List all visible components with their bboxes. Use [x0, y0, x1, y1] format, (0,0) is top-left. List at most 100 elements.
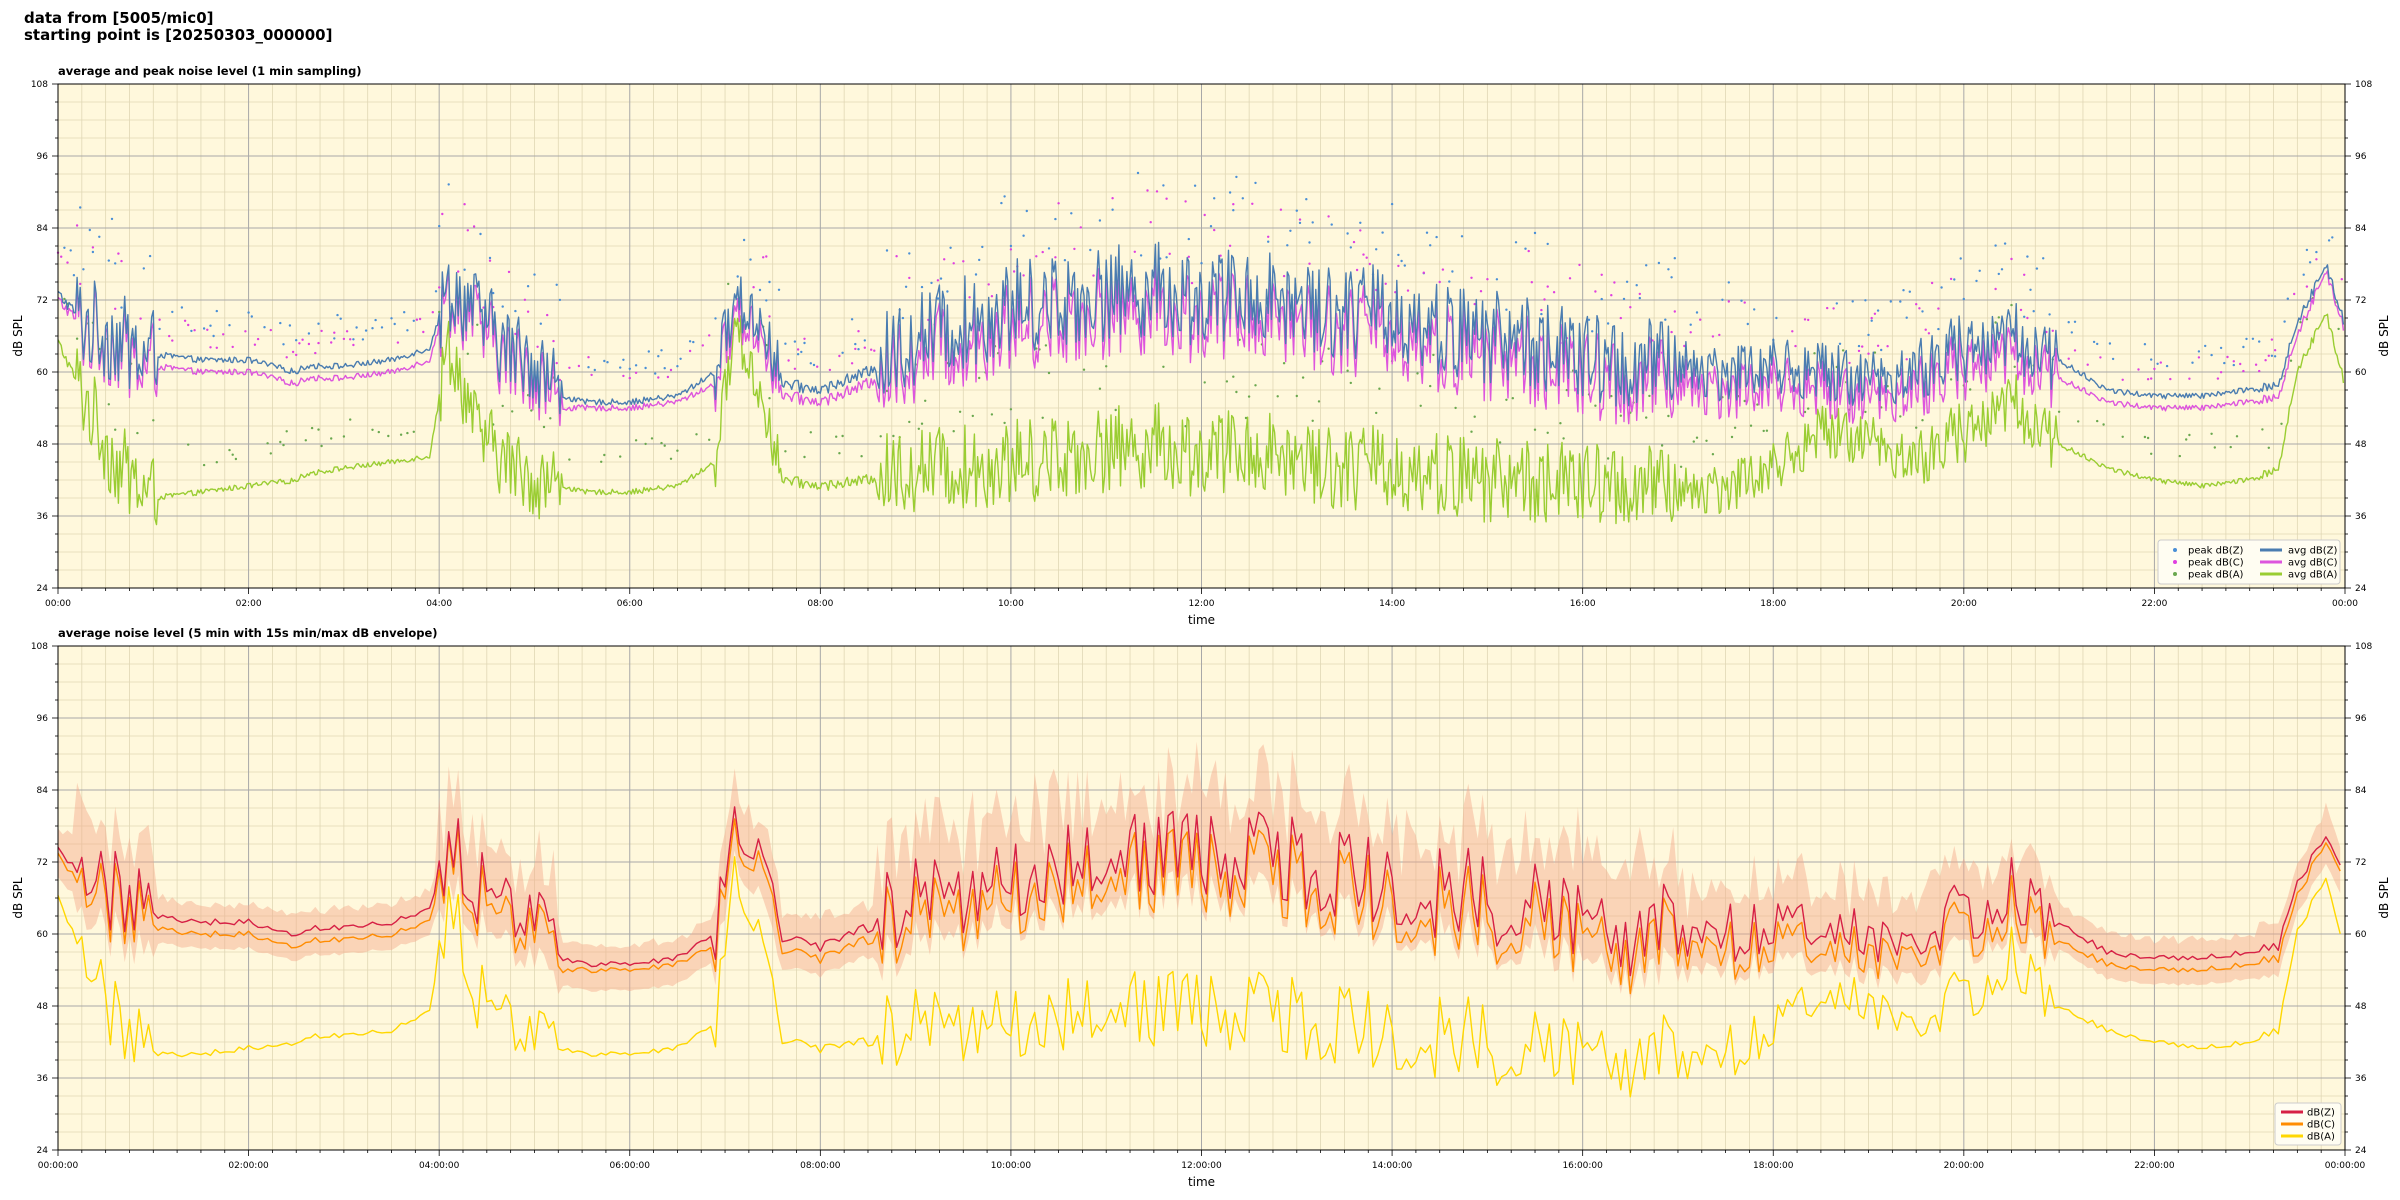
peak-dba-point: [676, 449, 679, 452]
peak-dbc-point: [2188, 377, 2191, 380]
y-tick-label-right: 36: [2355, 512, 2367, 522]
peak-dbc-point: [1362, 253, 1365, 256]
peak-dbc-point: [1282, 274, 1286, 278]
peak-dbc-point: [1479, 290, 1483, 293]
peak-dbz-point: [1111, 208, 1114, 211]
peak-dba-point: [1756, 403, 1759, 406]
peak-dbz-point: [2308, 261, 2312, 264]
peak-dbc-point: [1867, 352, 1870, 355]
peak-dbc-point: [438, 286, 441, 289]
peak-dbz-point: [1254, 181, 1257, 185]
peak-dbc-point: [1470, 276, 1473, 279]
peak-dbz-point: [1451, 270, 1454, 273]
peak-dbc-point: [968, 296, 971, 299]
peak-dbc-point: [857, 330, 860, 333]
peak-dbz-point: [714, 317, 717, 320]
peak-dbc-point: [1146, 189, 1149, 192]
page-header: data from [5005/mic0] starting point is …: [24, 10, 332, 44]
peak-dbc-point: [1441, 268, 1445, 271]
peak-dba-point: [1949, 378, 1953, 381]
peak-dba-point: [320, 444, 323, 448]
peak-dbz-point: [2156, 362, 2159, 365]
peak-dbz-point: [1695, 311, 1699, 314]
peak-dbc-point: [1397, 264, 1400, 268]
peak-dbz-point: [2096, 342, 2099, 346]
peak-dbz-point: [1689, 323, 1692, 326]
peak-dbz-point: [501, 305, 504, 308]
peak-dba-point: [1225, 380, 1229, 383]
peak-dbc-point: [1155, 190, 1159, 193]
peak-dbc-point: [415, 318, 419, 321]
peak-dbc-point: [1629, 306, 1632, 309]
peak-dbc-point: [1165, 197, 1168, 200]
peak-dbz-point: [657, 355, 660, 358]
peak-dbc-point: [1670, 330, 1673, 334]
y-tick-label: 72: [37, 858, 48, 868]
peak-dbc-point: [863, 346, 866, 349]
peak-dbc-point: [1438, 280, 1441, 284]
peak-dba-point: [1921, 419, 1924, 422]
y-tick-label-right: 48: [2355, 1002, 2367, 1012]
peak-dbz-point: [2023, 315, 2026, 318]
peak-dbc-point: [2146, 378, 2150, 381]
series-line-dbc: [57, 259, 2345, 427]
peak-dbz-point: [69, 249, 72, 252]
peak-dbz-point: [1228, 191, 1232, 194]
peak-dba-point: [1511, 397, 1515, 400]
peak-dbc-point: [1530, 281, 1534, 284]
peak-dbz-point: [1587, 318, 1591, 321]
peak-dbc-point: [1022, 274, 1025, 277]
peak-dbc-point: [1406, 289, 1410, 292]
peak-dbz-point: [1727, 281, 1731, 284]
peak-dbz-point: [1022, 234, 1025, 237]
peak-dba-point: [879, 435, 882, 438]
peak-dbc-point: [762, 256, 765, 259]
peak-dba-point: [399, 433, 403, 436]
peak-dba-point: [669, 457, 673, 460]
peak-dbz-point: [190, 329, 193, 333]
peak-dba-point: [228, 448, 231, 452]
peak-dba-point: [152, 419, 155, 422]
peak-dbz-point: [2327, 239, 2331, 242]
y-tick-label-right: 108: [2355, 642, 2372, 652]
peak-dba-point: [1317, 400, 1321, 403]
peak-dbz-point: [1908, 290, 1912, 293]
peak-dbc-point: [1803, 318, 1807, 321]
peak-dbz-point: [307, 332, 311, 335]
y-tick-label: 60: [37, 930, 49, 940]
peak-dbc-point: [1384, 282, 1387, 285]
peak-dba-point: [215, 461, 218, 464]
peak-dbc-point: [657, 376, 660, 379]
peak-dbc-point: [2340, 278, 2343, 281]
peak-dbz-point: [120, 306, 123, 309]
peak-dbz-point: [634, 364, 638, 367]
peak-dba-point: [2261, 428, 2264, 431]
peak-dba-point: [530, 409, 533, 412]
peak-dbc-point: [850, 362, 854, 365]
peak-dbc-point: [1009, 248, 1013, 251]
peak-dbz-point: [492, 291, 495, 295]
series-line-dba: [57, 856, 2341, 1098]
peak-dbz-point: [438, 224, 441, 228]
peak-dbz-point: [1359, 221, 1362, 224]
peak-dba-point: [1009, 408, 1013, 411]
peak-dbz-point: [1286, 244, 1289, 247]
peak-dbz-point: [250, 315, 253, 318]
peak-dbz-point: [295, 339, 298, 342]
peak-dbz-point: [1054, 217, 1057, 221]
peak-dba-point: [549, 417, 552, 420]
peak-dbc-point: [688, 349, 692, 353]
x-tick-label: 04:00: [426, 599, 452, 609]
peak-dbz-point: [361, 338, 365, 341]
peak-dba-point: [1660, 444, 1664, 447]
peak-dbz-point: [930, 281, 933, 285]
legend-marker: [2173, 560, 2177, 564]
peak-dba-point: [1803, 410, 1807, 414]
peak-dbc-point: [765, 255, 768, 258]
peak-dbc-point: [482, 306, 485, 309]
x-tick-label: 00:00: [2332, 599, 2358, 609]
peak-dbz-point: [1899, 300, 1902, 303]
x-tick-label: 14:00: [1379, 599, 1405, 609]
peak-dba-point: [1915, 426, 1918, 429]
peak-dba-point: [1470, 430, 1473, 433]
